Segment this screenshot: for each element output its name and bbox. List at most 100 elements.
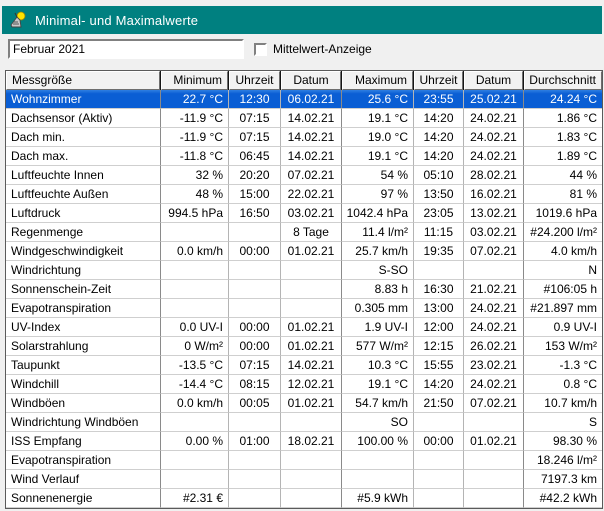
mittelwert-checkbox[interactable] (254, 42, 267, 56)
cell: Windgeschwindigkeit (6, 242, 161, 261)
cell (229, 489, 281, 508)
cell: 1.83 °C (524, 128, 602, 147)
table-row[interactable]: Solarstrahlung 0 W/m² 00:00 01.02.21 577 W/m… (6, 337, 602, 356)
cell: 05:10 (414, 166, 464, 185)
cell: Luftfeuchte Innen (6, 166, 161, 185)
table-row[interactable]: Wind Verlauf 7197.3 km (6, 470, 602, 489)
table-row[interactable]: Evapotranspiration 0.305 mm 13:00 24.02.21 #… (6, 299, 602, 318)
cell: N (524, 261, 602, 280)
cell: 07.02.21 (464, 242, 524, 261)
table-row[interactable]: ISS Empfang 0.00 % 01:00 18.02.21 100.00 % 00… (6, 432, 602, 451)
minmax-table: Messgröße Minimum Uhrzeit Datum Maximum Uhrze… (5, 70, 603, 509)
title-bar[interactable]: Minimal- und Maximalwerte (2, 6, 602, 34)
column-header-0[interactable]: Messgröße (6, 71, 160, 90)
cell (464, 261, 524, 280)
cell: 0 W/m² (161, 337, 229, 356)
cell: 0.0 km/h (161, 394, 229, 413)
cell: 1019.6 hPa (524, 204, 602, 223)
cell: 24.02.21 (464, 375, 524, 394)
table-row[interactable]: Regenmenge 8 Tage 11.4 l/m² 11:15 03.02.21 #2… (6, 223, 602, 242)
cell: 24.24 °C (524, 90, 602, 109)
column-header-7[interactable]: Durchschnitt (524, 71, 602, 90)
cell: 0.9 UV-I (524, 318, 602, 337)
column-header-2[interactable]: Uhrzeit (229, 71, 280, 90)
cell: 22.02.21 (281, 185, 342, 204)
cell (464, 470, 524, 489)
cell: 14.02.21 (281, 356, 342, 375)
cell: 0.0 km/h (161, 242, 229, 261)
cell: 01.02.21 (281, 242, 342, 261)
table-row[interactable]: Luftdruck 994.5 hPa 16:50 03.02.21 1042.4 hP… (6, 204, 602, 223)
cell: Regenmenge (6, 223, 161, 242)
cell: S-SO (342, 261, 414, 280)
cell: 0.00 % (161, 432, 229, 451)
cell (281, 299, 342, 318)
table-row[interactable]: Windgeschwindigkeit 0.0 km/h 00:00 01.02.21… (6, 242, 602, 261)
period-input[interactable] (8, 39, 244, 59)
mittelwert-checkbox-label: Mittelwert-Anzeige (273, 42, 372, 56)
cell: 11:15 (414, 223, 464, 242)
cell: Wohnzimmer (6, 90, 161, 109)
table-row[interactable]: Windrichtung S-SO N (6, 261, 602, 280)
cell: 14:20 (414, 375, 464, 394)
table-row[interactable]: Taupunkt -13.5 °C 07:15 14.02.21 10.3 °C 15:5… (6, 356, 602, 375)
cell (414, 261, 464, 280)
table-row[interactable]: Windchill -14.4 °C 08:15 12.02.21 19.1 °C 14:… (6, 375, 602, 394)
mittelwert-checkbox-group[interactable]: Mittelwert-Anzeige (254, 42, 372, 56)
cell (229, 223, 281, 242)
cell: #42.2 kWh (524, 489, 602, 508)
table-row[interactable]: Windböen 0.0 km/h 00:05 01.02.21 54.7 km/h 21… (6, 394, 602, 413)
column-header-1[interactable]: Minimum (161, 71, 228, 90)
cell: 44 % (524, 166, 602, 185)
table-row[interactable]: Dachsensor (Aktiv) -11.9 °C 07:15 14.02.21 1… (6, 109, 602, 128)
cell (229, 451, 281, 470)
cell: 25.02.21 (464, 90, 524, 109)
cell: 48 % (161, 185, 229, 204)
table-row[interactable]: Evapotranspiration 18.246 l/m² (6, 451, 602, 470)
table-row[interactable]: Dach max. -11.8 °C 06:45 14.02.21 19.1 °C 14:… (6, 147, 602, 166)
cell (281, 470, 342, 489)
cell: Evapotranspiration (6, 451, 161, 470)
table-row[interactable]: Wohnzimmer 22.7 °C 12:30 06.02.21 25.6 °C 23:… (6, 90, 602, 109)
cell: Windrichtung Windböen (6, 413, 161, 432)
cell: 14:20 (414, 147, 464, 166)
cell: 01:00 (229, 432, 281, 451)
cell: 23.02.21 (464, 356, 524, 375)
cell: 8 Tage (281, 223, 342, 242)
table-row[interactable]: UV-Index 0.0 UV-I 00:00 01.02.21 1.9 UV-I 12:… (6, 318, 602, 337)
cell (229, 470, 281, 489)
table-row[interactable]: Sonnenschein-Zeit 8.83 h 16:30 21.02.21 #106… (6, 280, 602, 299)
cell: 01.02.21 (464, 432, 524, 451)
cell: 0.305 mm (342, 299, 414, 318)
column-header-5[interactable]: Uhrzeit (414, 71, 463, 90)
cell: 16:50 (229, 204, 281, 223)
table-row[interactable]: Sonnenenergie #2.31 € #5.9 kWh #42.2 kWh (6, 489, 602, 508)
cell: 12.02.21 (281, 375, 342, 394)
column-header-3[interactable]: Datum (281, 71, 341, 90)
cell: 24.02.21 (464, 147, 524, 166)
table-row[interactable]: Dach min. -11.9 °C 07:15 14.02.21 19.0 °C 14:… (6, 128, 602, 147)
cell: 19.1 °C (342, 109, 414, 128)
table-row[interactable]: Windrichtung Windböen SO S (6, 413, 602, 432)
table-row[interactable]: Luftfeuchte Innen 32 % 20:20 07.02.21 54 % 05… (6, 166, 602, 185)
cell: 577 W/m² (342, 337, 414, 356)
table-row[interactable]: Luftfeuchte Außen 48 % 15:00 22.02.21 97 % 13… (6, 185, 602, 204)
cell: 81 % (524, 185, 602, 204)
cell: 153 W/m² (524, 337, 602, 356)
cell: Luftdruck (6, 204, 161, 223)
cell (229, 261, 281, 280)
cell (281, 280, 342, 299)
cell: ISS Empfang (6, 432, 161, 451)
cell: 24.02.21 (464, 299, 524, 318)
column-header-6[interactable]: Datum (464, 71, 523, 90)
cell: Sonnenenergie (6, 489, 161, 508)
column-header-4[interactable]: Maximum (342, 71, 413, 90)
cell: 01.02.21 (281, 394, 342, 413)
cell: 01.02.21 (281, 337, 342, 356)
cell: 14.02.21 (281, 109, 342, 128)
cell: 00:00 (229, 337, 281, 356)
cell: 12:30 (229, 90, 281, 109)
cell: 00:00 (229, 242, 281, 261)
cell: 18.02.21 (281, 432, 342, 451)
cell: 1.89 °C (524, 147, 602, 166)
